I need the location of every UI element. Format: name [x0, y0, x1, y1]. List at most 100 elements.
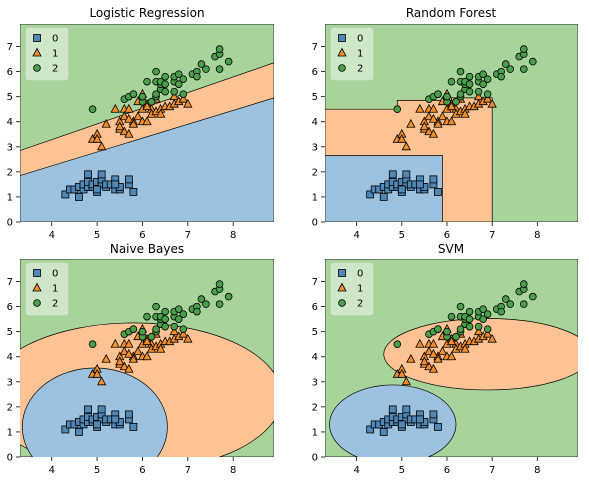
y-tick-label: 1 — [312, 192, 318, 203]
y-tick-label: 0 — [312, 453, 318, 464]
data-point-class-1 — [433, 118, 443, 128]
data-point-class-2 — [174, 80, 183, 88]
data-point-class-2 — [479, 70, 487, 78]
data-point-class-1 — [96, 376, 107, 386]
data-point-class-1 — [424, 111, 434, 121]
data-point-class-1 — [124, 363, 134, 373]
data-point-class-2 — [161, 87, 169, 96]
data-point-class-2 — [519, 65, 528, 73]
x-tick-label: 6 — [139, 230, 145, 241]
data-point-class-2 — [152, 302, 160, 311]
subplot-naive-bayes: Naive Bayes 4 5 6 7 8 0 1 2 3 4 5 6 7 0 1 2 — [7, 242, 274, 476]
data-point-class-0 — [75, 193, 83, 201]
legend-box — [330, 262, 374, 316]
data-point-class-1 — [397, 133, 407, 143]
y-tick-label: 6 — [312, 67, 318, 78]
data-point-class-2 — [465, 80, 474, 88]
legend-box — [25, 27, 69, 81]
data-point-class-1 — [133, 346, 143, 356]
y-tick-label: 6 — [312, 302, 318, 313]
data-point-class-1 — [142, 336, 152, 346]
data-point-class-2 — [138, 327, 147, 336]
data-point-class-1 — [142, 101, 152, 111]
data-point-class-1 — [124, 348, 134, 358]
data-point-class-2 — [443, 327, 451, 336]
legend-label: 1 — [52, 49, 58, 60]
data-point-class-1 — [124, 338, 134, 348]
legend: 0 1 2 — [330, 262, 374, 316]
data-point-class-2 — [174, 315, 183, 323]
data-point-class-2 — [483, 90, 492, 98]
data-point-class-1 — [460, 108, 470, 118]
data-point-class-1 — [428, 128, 439, 138]
data-point-class-2 — [152, 67, 160, 76]
legend-label: 0 — [357, 34, 363, 45]
data-point-class-1 — [460, 343, 470, 353]
data-point-class-1 — [482, 328, 493, 338]
data-point-class-1 — [124, 103, 134, 113]
data-point-class-1 — [487, 98, 497, 108]
y-tick-label: 3 — [7, 142, 13, 153]
data-point-class-0 — [379, 193, 388, 201]
x-tick-label: 6 — [444, 465, 450, 476]
data-point-class-2 — [519, 300, 528, 308]
data-point-class-1 — [119, 361, 129, 371]
data-point-class-0 — [84, 170, 92, 179]
legend-label: 2 — [52, 299, 58, 310]
data-point-class-2 — [197, 60, 206, 68]
data-point-class-1 — [183, 98, 193, 108]
data-point-class-1 — [178, 93, 188, 103]
data-point-class-2 — [215, 300, 224, 308]
data-point-class-2 — [447, 77, 456, 86]
data-point-class-2 — [483, 325, 492, 333]
y-tick-label: 7 — [312, 277, 318, 288]
data-point-class-2 — [456, 325, 465, 333]
data-point-class-0 — [366, 190, 375, 199]
data-point-class-1 — [424, 346, 434, 356]
data-point-class-2 — [197, 295, 206, 303]
data-point-class-1 — [155, 108, 166, 118]
data-point-class-1 — [110, 338, 120, 348]
data-point-class-1 — [101, 353, 111, 363]
data-point-class-2 — [465, 315, 474, 323]
legend-marker-0 — [33, 34, 41, 42]
data-point-class-0 — [434, 188, 442, 196]
axis-ticks: 4 5 6 7 8 0 1 2 3 4 5 6 7 — [7, 42, 237, 241]
y-tick-label: 4 — [7, 352, 13, 363]
data-point-class-2 — [474, 87, 483, 96]
legend-label: 2 — [52, 64, 58, 75]
y-tick-label: 5 — [7, 327, 13, 338]
data-point-class-2 — [193, 72, 201, 81]
data-point-class-2 — [479, 315, 487, 323]
data-point-class-0 — [397, 420, 406, 429]
legend-label: 0 — [52, 34, 58, 45]
data-point-class-2 — [465, 72, 474, 81]
subplot-title: Naive Bayes — [110, 242, 184, 256]
x-tick-label: 5 — [399, 230, 405, 241]
y-tick-label: 3 — [312, 377, 318, 388]
data-point-class-1 — [169, 91, 179, 101]
axis-ticks: 4 5 6 7 8 0 1 2 3 4 5 6 7 — [312, 277, 541, 476]
legend-label: 2 — [357, 299, 363, 310]
data-point-class-2 — [161, 315, 169, 323]
data-point-class-2 — [143, 77, 151, 86]
legend-marker-0 — [33, 269, 41, 277]
data-point-class-1 — [397, 368, 407, 378]
data-point-class-2 — [129, 90, 138, 98]
data-point-class-2 — [506, 65, 515, 73]
data-point-class-0 — [61, 190, 70, 199]
y-tick-label: 4 — [312, 352, 318, 363]
data-point-class-1 — [401, 141, 411, 151]
data-point-class-2 — [179, 75, 188, 83]
data-point-class-2 — [465, 322, 474, 331]
x-tick-label: 5 — [94, 230, 100, 241]
legend-marker-2 — [338, 64, 346, 72]
data-point-class-2 — [501, 60, 510, 68]
data-point-class-1 — [128, 118, 139, 128]
x-tick-label: 6 — [444, 230, 450, 241]
data-point-class-2 — [452, 97, 460, 106]
axis-ticks: 4 5 6 7 8 0 1 2 3 4 5 6 7 — [7, 277, 237, 476]
data-point-class-1 — [128, 353, 139, 363]
data-point-class-1 — [446, 101, 457, 111]
